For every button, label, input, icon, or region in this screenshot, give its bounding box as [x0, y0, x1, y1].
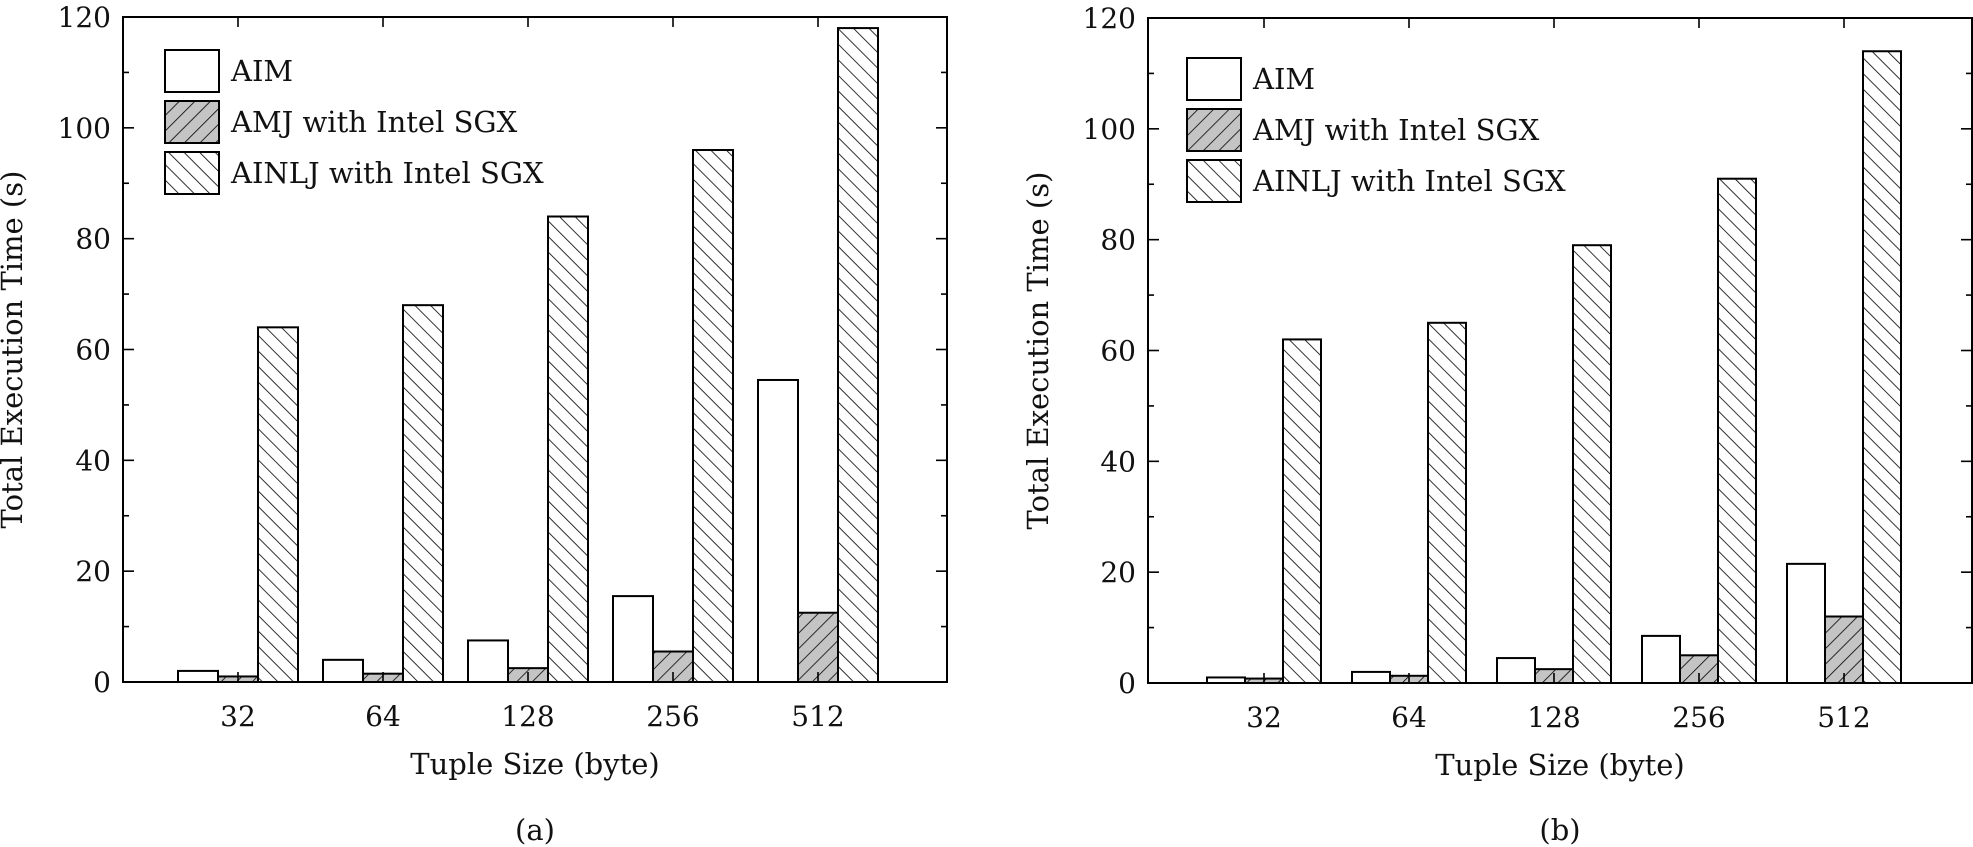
x-axis-label: Tuple Size (byte): [410, 747, 659, 781]
legend-label: AMJ with Intel SGX: [1252, 113, 1540, 147]
x-tick-label: 512: [791, 700, 844, 733]
legend-swatch: [164, 100, 220, 144]
bar-aim-32: [177, 669, 219, 684]
chart-panel-b: 32 64 128 256 512 0 20 40 60 80 100 120 Tuple Size (…: [1021, 2, 1973, 847]
legend-label: AINLJ with Intel SGX: [1252, 164, 1566, 198]
bar-aim-64: [322, 658, 364, 683]
y-tick-label: 20: [75, 555, 111, 588]
panel-caption: (a): [515, 813, 555, 847]
y-tick-label: 100: [58, 112, 111, 145]
x-tick-label: 64: [365, 700, 401, 733]
bar-ainlj-with-intel-sgx-32: [1282, 338, 1322, 684]
y-tick-label: 60: [75, 334, 111, 367]
bar-aim-256: [612, 595, 654, 684]
y-axis-label: Total Execution Time (s): [0, 171, 29, 529]
x-axis-label: Tuple Size (byte): [1435, 748, 1684, 782]
y-tick-label: 80: [75, 223, 111, 256]
legend-swatch: [1186, 159, 1242, 203]
legend-swatch: [164, 49, 220, 93]
y-tick-label: 120: [58, 1, 111, 34]
bar-ainlj-with-intel-sgx-64: [402, 304, 444, 683]
panel-caption: (b): [1539, 813, 1580, 847]
y-tick-label: 120: [1083, 2, 1136, 35]
legend: AIM AMJ with Intel SGX AINLJ with Intel SG…: [1186, 57, 1566, 203]
bar-ainlj-with-intel-sgx-512: [837, 27, 879, 684]
y-tick-label: 100: [1083, 113, 1136, 146]
bar-ainlj-with-intel-sgx-32: [257, 326, 299, 683]
bar-ainlj-with-intel-sgx-128: [1572, 244, 1612, 684]
legend-label: AIM: [1252, 62, 1315, 96]
legend-label: AIM: [230, 54, 293, 88]
x-tick-label: 256: [646, 700, 699, 733]
legend-label: AMJ with Intel SGX: [230, 105, 518, 139]
legend-swatch: [1186, 108, 1242, 152]
bar-aim-128: [1496, 657, 1536, 684]
y-tick-label: 80: [1100, 224, 1136, 257]
bar-aim-512: [1786, 562, 1826, 685]
legend-label: AINLJ with Intel SGX: [230, 156, 544, 190]
bar-amj-with-intel-sgx-512: [797, 611, 839, 684]
x-tick-label: 128: [501, 700, 554, 733]
bar-aim-128: [467, 639, 509, 683]
legend-swatch: [1186, 57, 1242, 101]
y-tick-label: 40: [1100, 445, 1136, 478]
x-tick-label: 512: [1817, 701, 1870, 734]
y-tick-label: 0: [93, 666, 111, 699]
y-tick-label: 20: [1100, 556, 1136, 589]
bar-aim-512: [757, 378, 799, 683]
legend-swatch: [164, 151, 220, 195]
x-tick-label: 32: [220, 700, 256, 733]
y-axis-label: Total Execution Time (s): [1021, 172, 1055, 530]
x-tick-label: 64: [1391, 701, 1427, 734]
y-tick-label: 40: [75, 444, 111, 477]
x-tick-label: 128: [1527, 701, 1580, 734]
bar-ainlj-with-intel-sgx-512: [1862, 50, 1902, 684]
bar-aim-64: [1351, 670, 1391, 685]
x-tick-label: 32: [1246, 701, 1282, 734]
bar-aim-256: [1641, 634, 1681, 684]
x-tick-label: 256: [1672, 701, 1725, 734]
legend: AIM AMJ with Intel SGX AINLJ with Intel SG…: [164, 49, 544, 195]
y-tick-label: 60: [1100, 335, 1136, 368]
y-tick-label: 0: [1118, 667, 1136, 700]
bar-ainlj-with-intel-sgx-256: [1717, 177, 1757, 684]
chart-panel-a: 32 64 128 256 512 0 20 40 60 80 100 120 Tuple Size (…: [0, 1, 948, 847]
bar-ainlj-with-intel-sgx-64: [1427, 321, 1467, 684]
bar-ainlj-with-intel-sgx-256: [692, 149, 734, 683]
bar-ainlj-with-intel-sgx-128: [547, 215, 589, 683]
